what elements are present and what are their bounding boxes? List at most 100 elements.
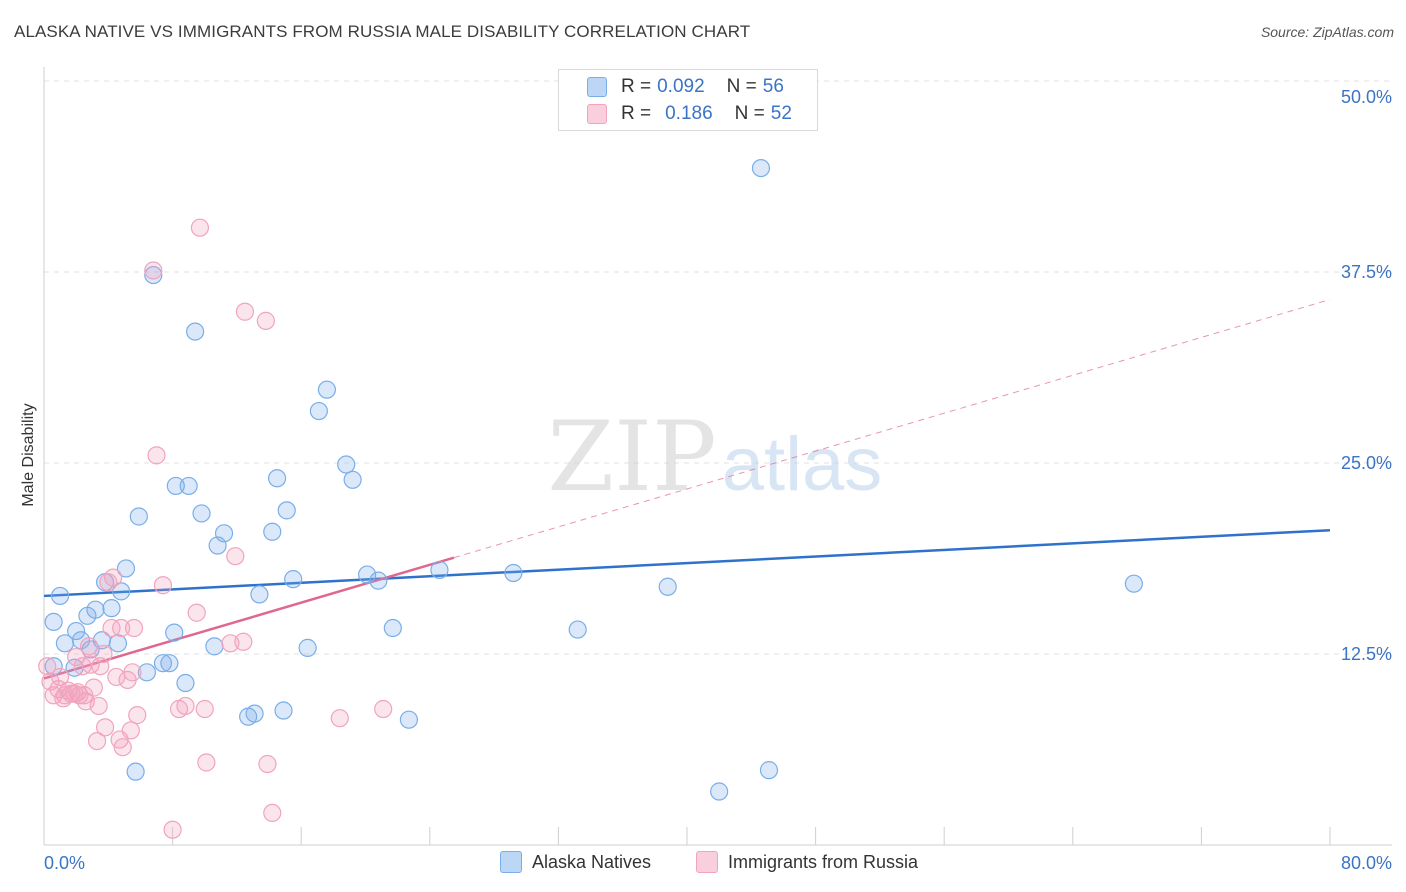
- point-alaska-natives: [153, 654, 173, 673]
- point-alaska-natives: [277, 501, 296, 520]
- bottom-legend-swatch-russia: [696, 851, 718, 873]
- bottom-legend-alaska: Alaska Natives: [500, 851, 651, 873]
- y-tick-label: 25.0%: [1341, 453, 1392, 473]
- point-alaska-natives: [337, 455, 356, 474]
- point-alaska-natives: [399, 710, 419, 729]
- point-alaska-natives: [298, 638, 317, 657]
- point-alaska-natives: [263, 522, 282, 541]
- point-alaska-natives: [165, 623, 184, 642]
- point-immigrants-russia: [123, 663, 142, 682]
- chart-title: ALASKA NATIVE VS IMMIGRANTS FROM RUSSIA …: [14, 22, 751, 41]
- point-immigrants-russia: [38, 657, 57, 676]
- point-immigrants-russia: [226, 547, 245, 566]
- point-alaska-natives: [166, 476, 185, 496]
- trend-line-alaska: [43, 528, 1331, 598]
- y-tick-label: 37.5%: [1341, 262, 1392, 282]
- x-tick-label-min: 0.0%: [44, 853, 85, 873]
- point-immigrants-russia: [176, 696, 195, 716]
- point-alaska-natives: [1124, 574, 1143, 593]
- point-alaska-natives: [309, 401, 328, 421]
- point-immigrants-russia: [84, 678, 103, 697]
- y-tick-label: 12.5%: [1341, 644, 1392, 664]
- point-alaska-natives: [274, 701, 293, 720]
- watermark-zip: ZIP: [547, 401, 716, 513]
- legend-swatch-alaska: [587, 77, 607, 97]
- point-alaska-natives: [192, 504, 211, 523]
- watermark: ZIP atlas: [547, 401, 882, 513]
- point-alaska-natives: [710, 782, 729, 801]
- point-immigrants-russia: [190, 218, 210, 237]
- gridlines: [44, 80, 1392, 655]
- point-immigrants-russia: [153, 576, 173, 595]
- point-immigrants-russia: [147, 446, 166, 465]
- point-immigrants-russia: [235, 302, 255, 321]
- legend-n-value: 56: [762, 76, 784, 97]
- point-alaska-natives: [44, 612, 63, 632]
- point-alaska-natives: [317, 380, 337, 399]
- x-tick-label-max: 80.0%: [1341, 853, 1392, 873]
- point-alaska-natives: [245, 704, 264, 723]
- point-alaska-natives: [44, 657, 63, 676]
- point-alaska-natives: [358, 565, 377, 584]
- point-immigrants-russia: [112, 618, 131, 638]
- legend-row-alaska: R = 0.092 N = 56: [587, 74, 784, 100]
- point-alaska-natives: [205, 637, 224, 656]
- point-alaska-natives: [214, 524, 234, 543]
- point-alaska-natives: [430, 560, 449, 580]
- point-alaska-natives: [504, 563, 523, 583]
- point-alaska-natives: [383, 618, 402, 638]
- point-alaska-natives: [568, 620, 587, 639]
- point-alaska-natives: [343, 470, 362, 489]
- legend-n-value: 52: [770, 103, 792, 124]
- point-immigrants-russia: [67, 647, 86, 667]
- trend-line-russia: [43, 556, 455, 680]
- bottom-legend-label-russia: Immigrants from Russia: [728, 851, 919, 872]
- point-alaska-natives: [129, 507, 148, 526]
- bottom-legend-label-alaska: Alaska Natives: [532, 851, 652, 872]
- point-immigrants-russia: [374, 699, 393, 719]
- point-alaska-natives: [108, 634, 128, 653]
- legend-r-value: 0.186: [665, 103, 713, 124]
- point-alaska-natives: [179, 476, 198, 496]
- tick-labels: 50.0% 37.5% 25.0% 12.5% 0.0% 80.0%: [44, 87, 1392, 873]
- legend-r-label: R =: [621, 103, 652, 124]
- point-immigrants-russia: [75, 686, 94, 705]
- point-alaska-natives: [112, 582, 131, 601]
- bottom-legend-russia: Immigrants from Russia: [696, 851, 918, 873]
- point-immigrants-russia: [163, 820, 182, 839]
- point-alaska-natives: [658, 577, 677, 596]
- legend-row-russia: R = 0.186 N = 52: [587, 101, 792, 127]
- point-alaska-natives: [86, 600, 105, 619]
- y-tick-label: 50.0%: [1341, 87, 1392, 107]
- point-immigrants-russia: [50, 667, 70, 687]
- point-alaska-natives: [126, 762, 145, 781]
- point-immigrants-russia: [144, 261, 163, 280]
- trend-lines: [43, 299, 1331, 680]
- point-immigrants-russia: [89, 696, 108, 716]
- trend-line-russia-extension: [453, 299, 1331, 559]
- point-immigrants-russia: [113, 738, 132, 757]
- point-immigrants-russia: [79, 637, 99, 656]
- point-immigrants-russia: [258, 754, 277, 774]
- point-immigrants-russia: [87, 731, 107, 751]
- point-immigrants-russia: [256, 311, 275, 330]
- point-alaska-natives: [267, 469, 287, 488]
- point-alaska-natives: [137, 663, 156, 682]
- point-immigrants-russia: [121, 721, 140, 740]
- point-immigrants-russia: [263, 803, 282, 823]
- legend-r-value: 0.092: [657, 76, 705, 97]
- legend: R = 0.092 N = 56 R = 0.186 N = 52: [558, 69, 818, 131]
- point-alaska-natives: [759, 761, 779, 780]
- point-immigrants-russia: [104, 568, 123, 587]
- data-points: [38, 158, 1143, 839]
- point-alaska-natives: [186, 322, 205, 341]
- point-immigrants-russia: [197, 753, 216, 772]
- legend-swatch-russia: [587, 104, 607, 124]
- point-alaska-natives: [116, 559, 136, 578]
- point-alaska-natives: [284, 570, 303, 589]
- point-immigrants-russia: [102, 618, 121, 638]
- point-immigrants-russia: [330, 709, 349, 728]
- point-immigrants-russia: [195, 699, 214, 719]
- point-alaska-natives: [369, 571, 388, 590]
